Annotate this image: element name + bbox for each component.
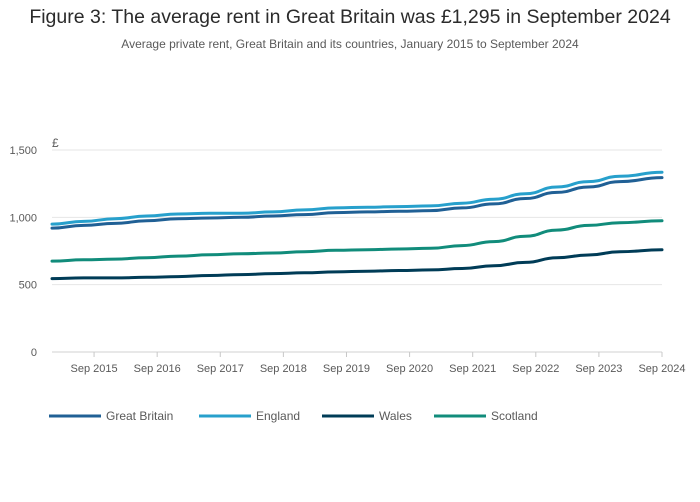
x-tick-label: Sep 2016 xyxy=(134,363,181,375)
series-line-scotland xyxy=(50,219,664,263)
y-tick-label: 0 xyxy=(31,347,37,359)
x-tick-label: Sep 2017 xyxy=(197,363,244,375)
chart-title: Figure 3: The average rent in Great Brit… xyxy=(29,6,671,28)
y-tick-label: 1,500 xyxy=(9,145,37,157)
y-axis-unit: £ xyxy=(52,136,59,150)
legend: Great Britain England Wales Scotland xyxy=(49,409,538,423)
y-tick-label: 500 xyxy=(19,280,37,292)
legend-label-wales: Wales xyxy=(379,409,412,423)
series-line-england xyxy=(50,170,664,226)
legend-label-england: England xyxy=(256,409,300,423)
x-tick-label: Sep 2015 xyxy=(71,363,118,375)
x-tick-label: Sep 2021 xyxy=(449,363,496,375)
series-line-great-britain xyxy=(50,176,664,230)
y-axis-ticks: 0 500 1,000 1,500 xyxy=(9,145,37,359)
legend-label-scotland: Scotland xyxy=(491,409,538,423)
x-tick-label: Sep 2023 xyxy=(575,363,622,375)
x-tick-label: Sep 2020 xyxy=(386,363,433,375)
chart-subtitle: Average private rent, Great Britain and … xyxy=(121,37,579,51)
series-lines xyxy=(50,170,664,281)
x-axis-ticks: Sep 2015 Sep 2016 Sep 2017 Sep 2018 Sep 2019… xyxy=(71,352,686,375)
legend-label-great-britain: Great Britain xyxy=(106,409,173,423)
x-tick-label: Sep 2022 xyxy=(512,363,559,375)
series-line-wales xyxy=(50,248,664,281)
gridlines xyxy=(52,149,662,353)
y-tick-label: 1,000 xyxy=(9,212,37,224)
x-tick-label: Sep 2019 xyxy=(323,363,370,375)
x-tick-label: Sep 2024 xyxy=(638,363,685,375)
x-tick-label: Sep 2018 xyxy=(260,363,307,375)
